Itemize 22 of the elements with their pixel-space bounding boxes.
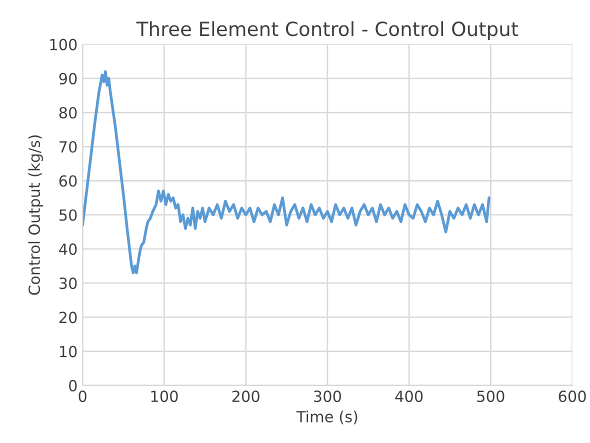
y-tick-label: 60 (59, 175, 77, 187)
y-tick-label: 10 (60, 346, 77, 358)
y-tick-label: 40 (59, 243, 77, 255)
y-tick-label: 90 (59, 72, 77, 84)
x-tick-label: 500 (477, 390, 504, 402)
y-tick-label: 0 (69, 380, 77, 392)
x-tick-label: 600 (558, 390, 586, 402)
x-tick-label: 400 (395, 390, 423, 402)
y-tick-label: 50 (59, 209, 77, 221)
y-tick-label: 100 (50, 38, 77, 50)
chart-title: Three Element Control - Control Output (136, 21, 518, 40)
x-tick-label: 100 (151, 390, 178, 402)
x-axis-title: Time (s) (296, 410, 358, 424)
y-tick-label: 30 (59, 278, 77, 290)
y-tick-label: 70 (60, 141, 77, 153)
x-tick-label: 300 (314, 390, 342, 402)
x-tick-label: 0 (78, 390, 86, 402)
y-tick-label: 80 (59, 106, 77, 119)
x-tick-label: 200 (232, 390, 260, 402)
y-tick-label: 20 (59, 312, 77, 324)
y-axis-title: Control Output (kg/s) (28, 135, 44, 295)
line-series (82, 70, 490, 274)
